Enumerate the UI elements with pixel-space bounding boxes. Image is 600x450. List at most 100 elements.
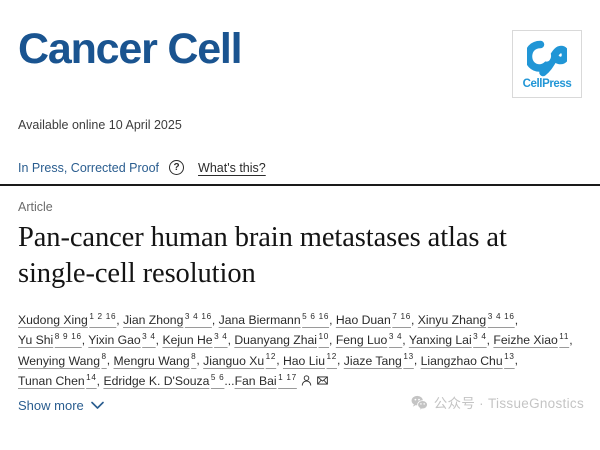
show-more-label: Show more [18,398,84,413]
author-link[interactable]: Jian Zhong 3 4 16 [123,311,212,327]
author-name: Jianguo Xu [203,353,265,368]
show-more-button[interactable]: Show more [18,398,104,413]
author-link[interactable]: Kejun He 3 4 [162,332,227,347]
page-title: Pan-cancer human brain metastases atlas … [18,222,507,289]
author-name: Liangzhao Chu [420,353,503,368]
author-separator: , [96,373,104,388]
author-separator: , [227,333,235,348]
author-separator: , [411,312,418,327]
author-affiliation-marks: 13 [403,352,414,362]
envelope-icon[interactable] [317,375,328,386]
author-affiliation-marks: 5 6 [210,372,225,382]
author-name: Tunan Chen [18,373,85,388]
available-online-date: Available online 10 April 2025 [18,118,182,132]
author-affiliation-marks: 8 [101,352,107,362]
chevron-down-icon [90,401,104,409]
author-link[interactable]: Jana Biermann 5 6 16 [218,311,330,327]
author-name: Yixin Gao [88,333,141,348]
author-affiliation-marks: 1 17 [278,372,297,382]
header-divider [0,184,600,186]
author-truncation-marker: ... [224,373,235,388]
watermark: 公众号 · TissueGnostics [411,392,584,412]
author-name: Xudong Xing [18,312,88,327]
article-type-label: Article [18,200,53,214]
author-affiliation-marks: 5 6 16 [302,311,330,321]
author-separator: , [276,353,283,368]
author-affiliation-marks: 7 16 [392,311,411,321]
author-name: Mengru Wang [113,353,190,368]
author-link[interactable]: Hao Duan 7 16 [335,311,411,327]
author-name: Jana Biermann [218,312,301,327]
author-affiliation-marks: 1 2 16 [89,311,117,321]
author-separator: , [155,333,163,348]
author-link[interactable]: Yu Shi 8 9 16 [18,332,82,348]
cellpress-infinity-icon [527,41,567,77]
author-name: Edridge K. D'Souza [103,373,210,388]
author-name: Wenying Wang [18,353,100,368]
author-name: Hao Liu [282,353,325,368]
author-link[interactable]: Feng Luo 3 4 [335,332,403,348]
author-affiliation-marks: 8 [191,352,197,362]
author-affiliation-marks: 3 4 [388,332,403,342]
author-link[interactable]: Mengru Wang 8 [113,352,197,368]
author-separator: , [486,333,494,348]
author-separator: , [514,353,519,368]
author-affiliation-marks: 3 4 16 [184,311,212,321]
author-affiliation-marks: 3 4 16 [487,311,515,321]
author-link[interactable]: Jiaze Tang 13 [344,352,414,367]
author-link[interactable]: Hao Liu 12 [282,352,337,368]
author-link[interactable]: Tunan Chen 14 [18,372,97,388]
cellpress-logo[interactable]: CellPress [512,30,582,98]
author-name: Jian Zhong [123,312,184,327]
whats-this-link[interactable]: What's this? [198,160,266,175]
article-header: Article Pan-cancer human brain metastase… [0,200,600,391]
author-link[interactable]: Wenying Wang 8 [18,352,107,368]
author-name: Yu Shi [18,333,54,348]
journal-title[interactable]: Cancer Cell [18,25,243,73]
author-separator: , [337,353,344,368]
author-affiliation-marks: 8 9 16 [54,332,82,342]
author-separator: , [402,333,409,348]
author-affiliation-marks: 14 [86,372,97,382]
author-link[interactable]: Jianguo Xu 12 [203,352,277,368]
author-list: Xudong Xing 1 2 16, Jian Zhong 3 4 16, Jan… [18,310,582,391]
author-name: Hao Duan [335,312,391,327]
author-separator: , [211,312,219,327]
person-icon[interactable] [301,375,312,386]
author-link[interactable]: Liangzhao Chu 13 [420,352,515,368]
author-link[interactable]: Feizhe Xiao 11 [493,332,570,348]
author-link[interactable]: Duanyang Zhai 10 [234,332,330,348]
author-affiliation-marks: 12 [265,352,277,362]
author-separator: , [81,333,89,348]
author-separator: , [569,333,573,348]
author-affiliation-marks: 10 [318,332,330,342]
author-separator: , [514,312,519,327]
author-name: Fan Bai [234,373,277,388]
author-link[interactable]: Fan Bai 1 17 [234,372,297,388]
status-badge: In Press, Corrected Proof [18,160,160,175]
author-link[interactable]: Xinyu Zhang 3 4 16 [417,311,515,327]
publication-status-bar: In Press, Corrected Proof ? What's this? [0,160,600,175]
author-separator: , [196,353,204,368]
author-name: Yanxing Lai [408,333,472,348]
author-separator: , [116,312,124,327]
author-affiliation-marks: 3 4 [473,332,487,342]
author-name: Feizhe Xiao [493,333,558,348]
watermark-text: 公众号 · TissueGnostics [433,396,584,411]
author-affiliation-marks: 11 [559,332,570,342]
author-affiliation-marks: 3 4 [142,332,156,342]
author-link[interactable]: Yixin Gao 3 4 [88,332,156,348]
author-separator: , [329,333,336,348]
masthead: Cancer Cell CellPress [0,0,600,112]
author-separator: , [106,353,114,368]
author-link[interactable]: Yanxing Lai 3 4 [408,332,487,348]
author-separator: , [329,312,336,327]
author-name: Xinyu Zhang [417,312,487,327]
author-link[interactable]: Xudong Xing 1 2 16 [18,311,117,327]
author-link[interactable]: Edridge K. D'Souza 5 6 [103,372,225,388]
author-affiliation-marks: 13 [504,352,515,362]
question-mark-icon[interactable]: ? [169,160,185,175]
author-name: Duanyang Zhai [234,333,318,348]
author-affiliation-marks: 12 [326,352,337,362]
author-name: Feng Luo [335,333,388,348]
